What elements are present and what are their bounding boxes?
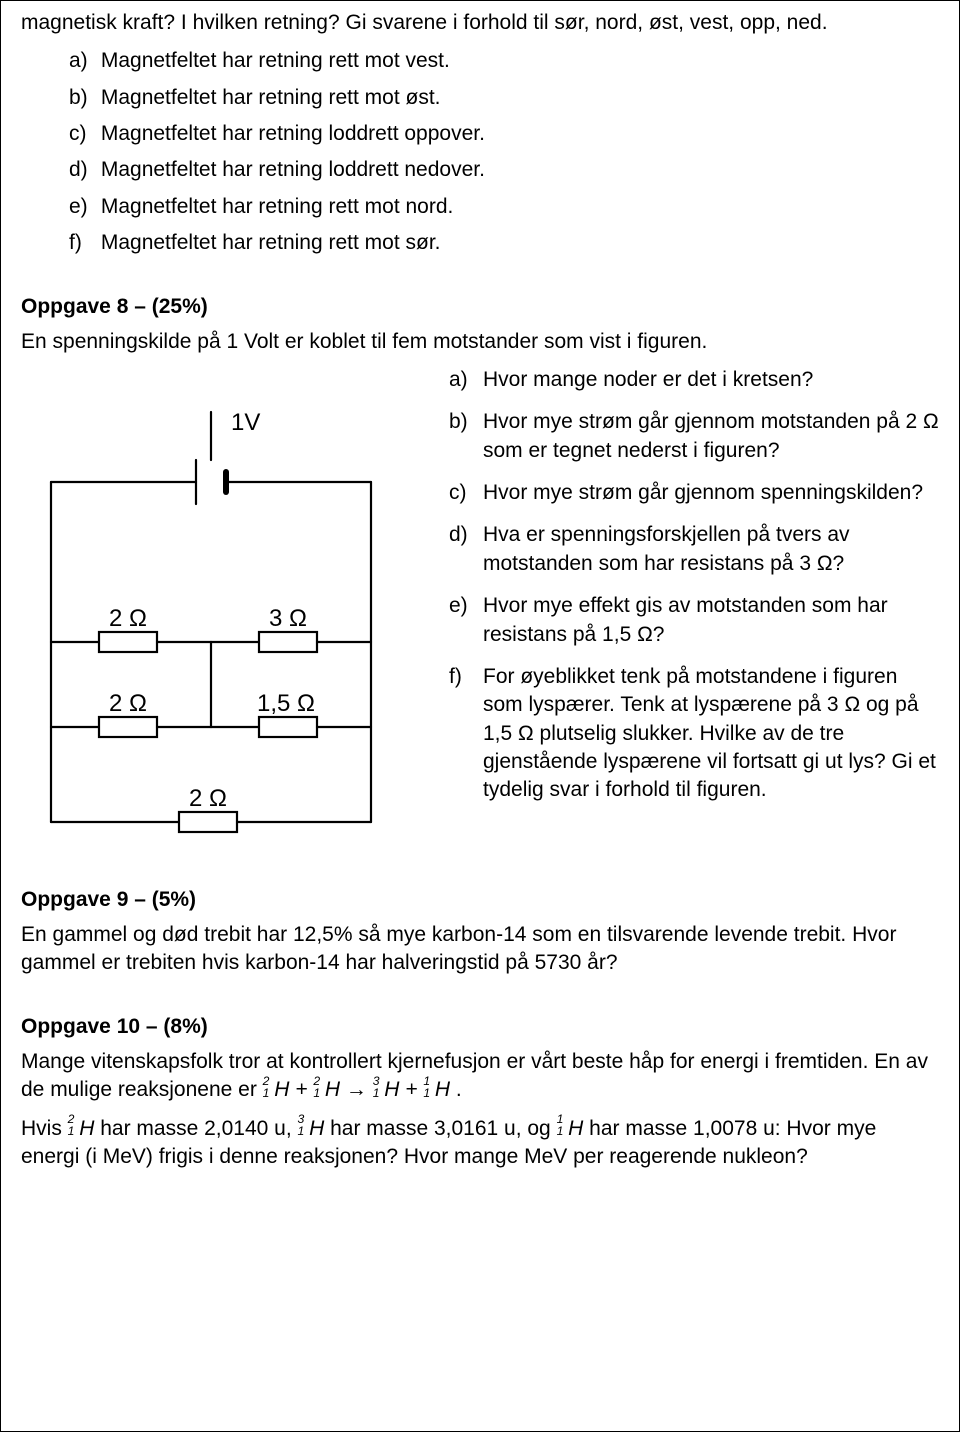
document-page: magnetisk kraft? I hvilken retning? Gi s…: [0, 0, 960, 1432]
question-text: For øyeblikket tenk på motstandene i fig…: [483, 663, 939, 805]
option-letter: d): [69, 156, 95, 184]
svg-text:2 Ω: 2 Ω: [109, 605, 147, 632]
text: Mange vitenskapsfolk tror at kontrollert…: [21, 1050, 928, 1101]
option-c: c) Magnetfeltet har retning loddrett opp…: [69, 120, 939, 148]
task8-qe: e) Hvor mye effekt gis av motstanden som…: [449, 592, 939, 649]
option-text: Magnetfeltet har retning rett mot nord.: [101, 195, 454, 218]
option-d: d) Magnetfeltet har retning loddrett ned…: [69, 156, 939, 184]
task8-qc: c) Hvor mye strøm går gjennom spenningsk…: [449, 479, 939, 507]
question-text: Hvor mye strøm går gjennom spenningskild…: [483, 479, 939, 507]
option-letter: f): [69, 229, 95, 257]
task10-p1: Mange vitenskapsfolk tror at kontrollert…: [21, 1048, 939, 1105]
reaction-formula: 21H + 21H → 31H + 11H: [263, 1078, 456, 1101]
task8-qf: f) For øyeblikket tenk på motstandene i …: [449, 663, 939, 805]
svg-text:1,5 Ω: 1,5 Ω: [257, 690, 315, 717]
option-letter: b): [69, 84, 95, 112]
option-e: e) Magnetfeltet har retning rett mot nor…: [69, 193, 939, 221]
question-letter: c): [449, 479, 483, 507]
option-text: Magnetfeltet har retning rett mot sør.: [101, 231, 441, 254]
question-letter: d): [449, 521, 483, 578]
task8-title: Oppgave 8 – (25%): [21, 293, 939, 321]
option-letter: c): [69, 120, 95, 148]
option-b: b) Magnetfeltet har retning rett mot øst…: [69, 84, 939, 112]
task9-title: Oppgave 9 – (5%): [21, 886, 939, 914]
option-list: a) Magnetfeltet har retning rett mot ves…: [21, 47, 939, 257]
option-text: Magnetfeltet har retning loddrett oppove…: [101, 122, 485, 145]
option-letter: e): [69, 193, 95, 221]
task8-desc: En spenningskilde på 1 Volt er koblet ti…: [21, 328, 939, 356]
option-f: f) Magnetfeltet har retning rett mot sør…: [69, 229, 939, 257]
svg-text:2 Ω: 2 Ω: [109, 690, 147, 717]
text: har masse 3,0161 u, og: [330, 1117, 556, 1140]
option-text: Magnetfeltet har retning loddrett nedove…: [101, 158, 485, 181]
question-letter: e): [449, 592, 483, 649]
svg-text:3 Ω: 3 Ω: [269, 605, 307, 632]
option-text: Magnetfeltet har retning rett mot øst.: [101, 86, 441, 109]
task10-title: Oppgave 10 – (8%): [21, 1013, 939, 1041]
circuit-svg: 1V 2 Ω 3 Ω 2 Ω 1,5 Ω 2 Ω: [21, 382, 401, 842]
question-text: Hvor mye effekt gis av motstanden som ha…: [483, 592, 939, 649]
text: har masse 2,0140 u,: [100, 1117, 297, 1140]
option-text: Magnetfeltet har retning rett mot vest.: [101, 49, 450, 72]
question-letter: b): [449, 408, 483, 465]
option-a: a) Magnetfeltet har retning rett mot ves…: [69, 47, 939, 75]
task8-questions: a) Hvor mange noder er det i kretsen? b)…: [431, 366, 939, 818]
question-intro: magnetisk kraft? I hvilken retning? Gi s…: [21, 9, 939, 37]
option-letter: a): [69, 47, 95, 75]
task8-body: 1V 2 Ω 3 Ω 2 Ω 1,5 Ω 2 Ω a) Hvor mange n…: [21, 366, 939, 850]
isotope-1-1-H: 11H: [557, 1117, 584, 1140]
task8-qb: b) Hvor mye strøm går gjennom motstanden…: [449, 408, 939, 465]
text: .: [456, 1078, 462, 1101]
task8-qd: d) Hva er spenningsforskjellen på tvers …: [449, 521, 939, 578]
svg-text:1V: 1V: [231, 409, 260, 436]
question-text: Hvor mye strøm går gjennom motstanden på…: [483, 408, 939, 465]
isotope-2-1-H: 21H: [68, 1117, 95, 1140]
question-letter: a): [449, 366, 483, 394]
isotope-3-1-H: 31H: [298, 1117, 325, 1140]
question-text: Hvor mange noder er det i kretsen?: [483, 366, 939, 394]
question-letter: f): [449, 663, 483, 805]
circuit-figure: 1V 2 Ω 3 Ω 2 Ω 1,5 Ω 2 Ω: [21, 366, 431, 850]
text: Hvis: [21, 1117, 68, 1140]
task10-p2: Hvis 21H har masse 2,0140 u, 31H har mas…: [21, 1115, 939, 1172]
question-text: Hva er spenningsforskjellen på tvers av …: [483, 521, 939, 578]
svg-text:2 Ω: 2 Ω: [189, 785, 227, 812]
task9-desc: En gammel og død trebit har 12,5% så mye…: [21, 921, 939, 978]
task8-qa: a) Hvor mange noder er det i kretsen?: [449, 366, 939, 394]
